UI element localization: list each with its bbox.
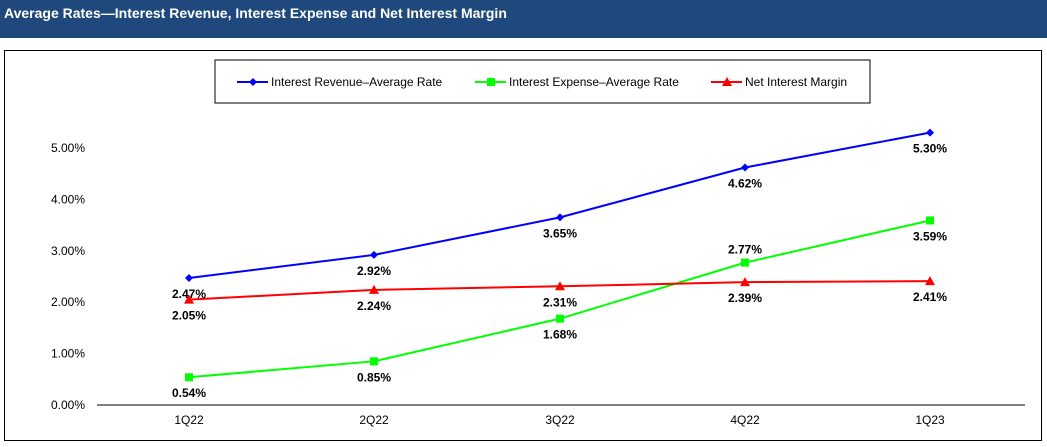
y-tick-label: 3.00%: [51, 244, 85, 258]
legend-marker: [487, 78, 495, 86]
data-label: 2.47%: [172, 287, 206, 301]
y-tick-label: 0.00%: [51, 398, 85, 412]
header-title: Average Rates—Interest Revenue, Interest…: [0, 0, 1047, 38]
y-tick-label: 4.00%: [51, 192, 85, 206]
data-point: [556, 314, 564, 323]
data-point: [926, 128, 934, 137]
legend-label: Interest Revenue–Average Rate: [271, 75, 443, 89]
data-point: [370, 250, 378, 259]
data-label: 2.92%: [357, 264, 391, 278]
legend-label: Net Interest Margin: [745, 75, 847, 89]
y-tick-label: 5.00%: [51, 141, 85, 155]
data-point: [369, 284, 379, 294]
x-tick-label: 4Q22: [730, 413, 760, 427]
legend-marker: [249, 78, 257, 86]
x-tick-label: 2Q22: [359, 413, 389, 427]
data-label: 0.54%: [172, 386, 206, 400]
data-point: [184, 294, 194, 304]
data-point: [185, 373, 193, 382]
data-label: 4.62%: [728, 177, 762, 191]
data-label: 5.30%: [913, 142, 947, 156]
data-label: 2.39%: [728, 291, 762, 305]
data-label: 1.68%: [543, 328, 577, 342]
series-line: [188, 131, 931, 280]
data-label: 2.05%: [172, 309, 206, 323]
data-label: 2.31%: [543, 295, 577, 309]
data-point: [556, 213, 564, 222]
data-point: [741, 258, 749, 267]
legend-label: Interest Expense–Average Rate: [509, 75, 679, 89]
data-label: 2.77%: [728, 243, 762, 257]
data-label: 0.85%: [357, 370, 391, 384]
data-point: [740, 277, 750, 287]
data-point: [926, 216, 934, 225]
y-tick-label: 2.00%: [51, 295, 85, 309]
data-point: [925, 276, 935, 286]
data-point: [370, 357, 378, 366]
data-point: [185, 274, 193, 283]
x-tick-label: 1Q22: [174, 413, 204, 427]
data-label: 3.65%: [543, 226, 577, 240]
x-tick-label: 3Q22: [545, 413, 575, 427]
chart-frame: [4, 50, 1042, 441]
data-label: 3.59%: [913, 229, 947, 243]
data-point: [555, 281, 565, 291]
legend-marker: [722, 77, 732, 86]
x-tick-label: 1Q23: [915, 413, 945, 427]
legend: [214, 59, 871, 104]
data-point: [741, 163, 749, 172]
data-label: 2.24%: [357, 299, 391, 313]
y-tick-label: 1.00%: [51, 347, 85, 361]
data-label: 2.41%: [913, 290, 947, 304]
